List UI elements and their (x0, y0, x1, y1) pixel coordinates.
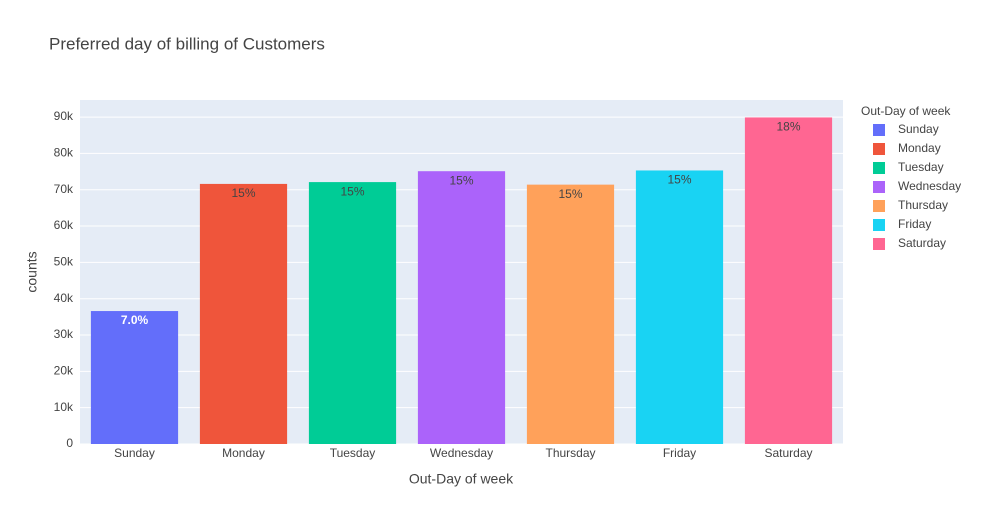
x-tick-label: Sunday (114, 446, 155, 460)
bar (635, 170, 724, 445)
y-tick-label: 20k (54, 364, 74, 378)
bar (526, 184, 615, 444)
legend-label[interactable]: Thursday (898, 198, 948, 212)
legend-swatch[interactable] (873, 200, 885, 212)
x-tick-label: Thursday (545, 446, 595, 460)
y-tick-label: 10k (54, 400, 74, 414)
chart-title: Preferred day of billing of Customers (49, 34, 325, 53)
y-tick-label: 0 (66, 436, 73, 450)
x-tick-label: Wednesday (430, 446, 493, 460)
legend-swatch[interactable] (873, 219, 885, 231)
legend-swatch[interactable] (873, 238, 885, 250)
legend-swatch[interactable] (873, 162, 885, 174)
legend-label[interactable]: Monday (898, 141, 941, 155)
legend-swatch[interactable] (873, 181, 885, 193)
y-axis-title: counts (24, 251, 40, 292)
bar-label: 7.0% (121, 313, 149, 327)
bar-label: 15% (231, 186, 255, 200)
bar-label: 15% (667, 173, 691, 187)
y-tick-label: 40k (54, 291, 74, 305)
legend-swatch[interactable] (873, 143, 885, 155)
bar (90, 311, 179, 444)
bar-label: 15% (340, 184, 364, 198)
y-tick-label: 80k (54, 146, 74, 160)
x-tick-label: Tuesday (330, 446, 376, 460)
legend-label[interactable]: Wednesday (898, 179, 961, 193)
y-tick-label: 60k (54, 218, 74, 232)
bar (199, 183, 288, 444)
legend-swatch[interactable] (873, 124, 885, 136)
x-axis-title: Out-Day of week (409, 471, 514, 487)
legend-label[interactable]: Saturday (898, 236, 946, 250)
legend-label[interactable]: Friday (898, 217, 931, 231)
bar-label: 15% (558, 187, 582, 201)
legend-title: Out-Day of week (861, 104, 951, 118)
y-tick-label: 50k (54, 255, 74, 269)
y-tick-label: 90k (54, 109, 74, 123)
y-tick-label: 30k (54, 327, 74, 341)
bar (744, 117, 833, 445)
bar-label: 15% (449, 173, 473, 187)
bar (308, 182, 397, 444)
x-tick-label: Saturday (764, 446, 812, 460)
bar (417, 171, 506, 445)
x-tick-label: Friday (663, 446, 696, 460)
legend-label[interactable]: Sunday (898, 122, 939, 136)
y-tick-label: 70k (54, 182, 74, 196)
bar-label: 18% (776, 120, 800, 134)
x-tick-label: Monday (222, 446, 265, 460)
legend-label[interactable]: Tuesday (898, 160, 944, 174)
